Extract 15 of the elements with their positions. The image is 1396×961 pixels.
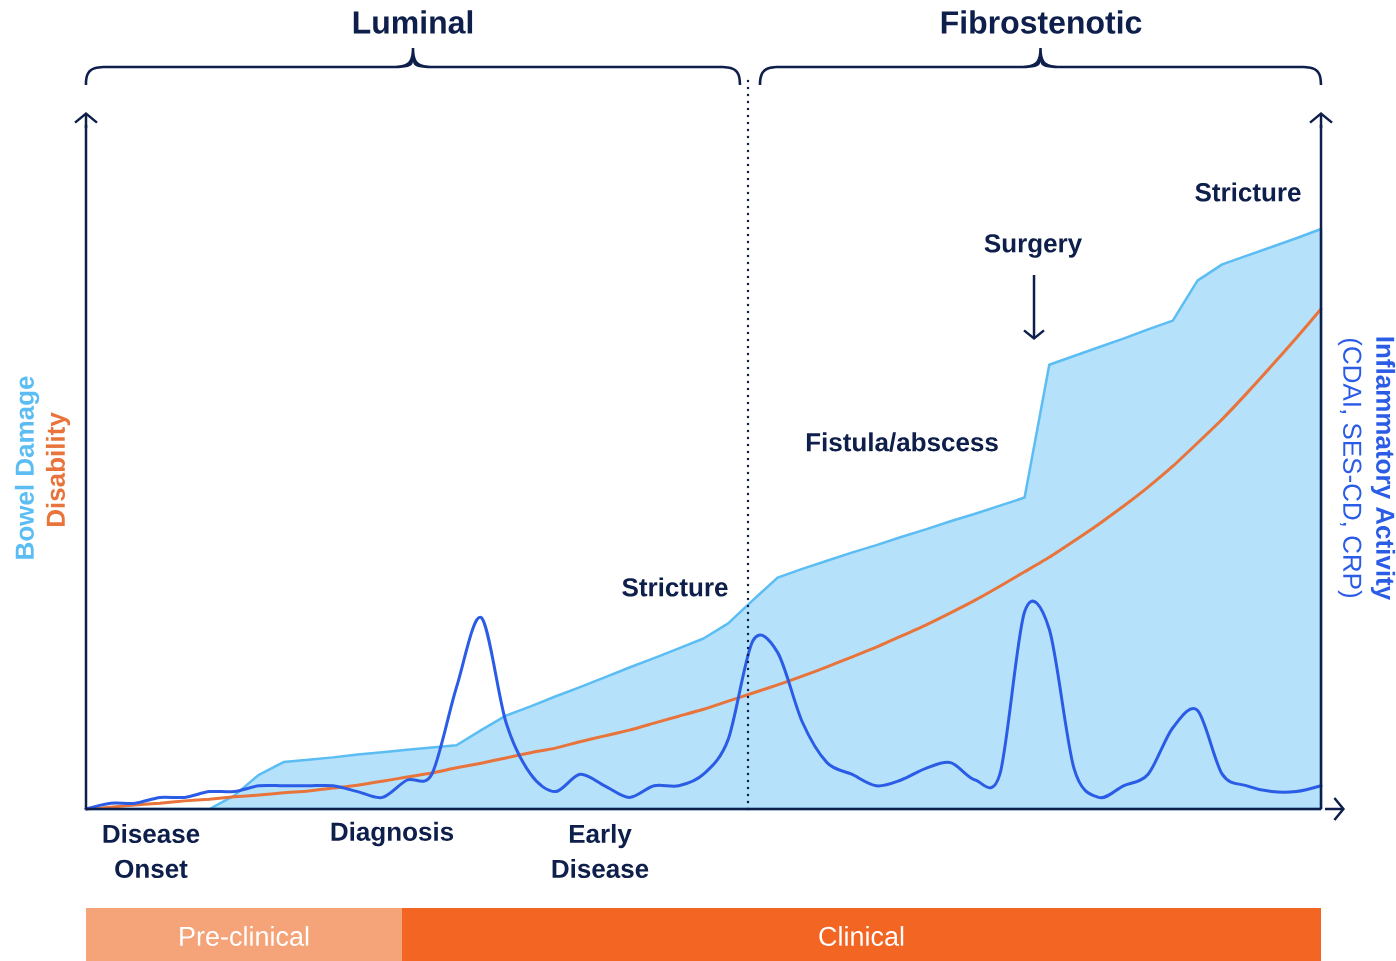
annotation: Stricture [622, 577, 728, 597]
text: Bowel Damage [14, 376, 40, 559]
annotation: Surgery [984, 234, 1082, 258]
text: Early Disease [552, 823, 649, 879]
text: Inflammatory Activity [1370, 337, 1396, 601]
text: Pre-clinical [180, 926, 309, 946]
text: Disease Onset [103, 823, 200, 879]
text: Disability [45, 412, 71, 527]
text: Diagnosis [331, 821, 454, 847]
y2-axis-title: (CDAI, SES-CD, CRP) [1337, 338, 1363, 598]
text: Clinical [819, 926, 904, 946]
annotation: Fistula/abscess [806, 432, 998, 452]
text: Luminal [353, 10, 473, 34]
text: Stricture [1195, 182, 1301, 202]
text: Fibrostenotic [941, 10, 1142, 34]
